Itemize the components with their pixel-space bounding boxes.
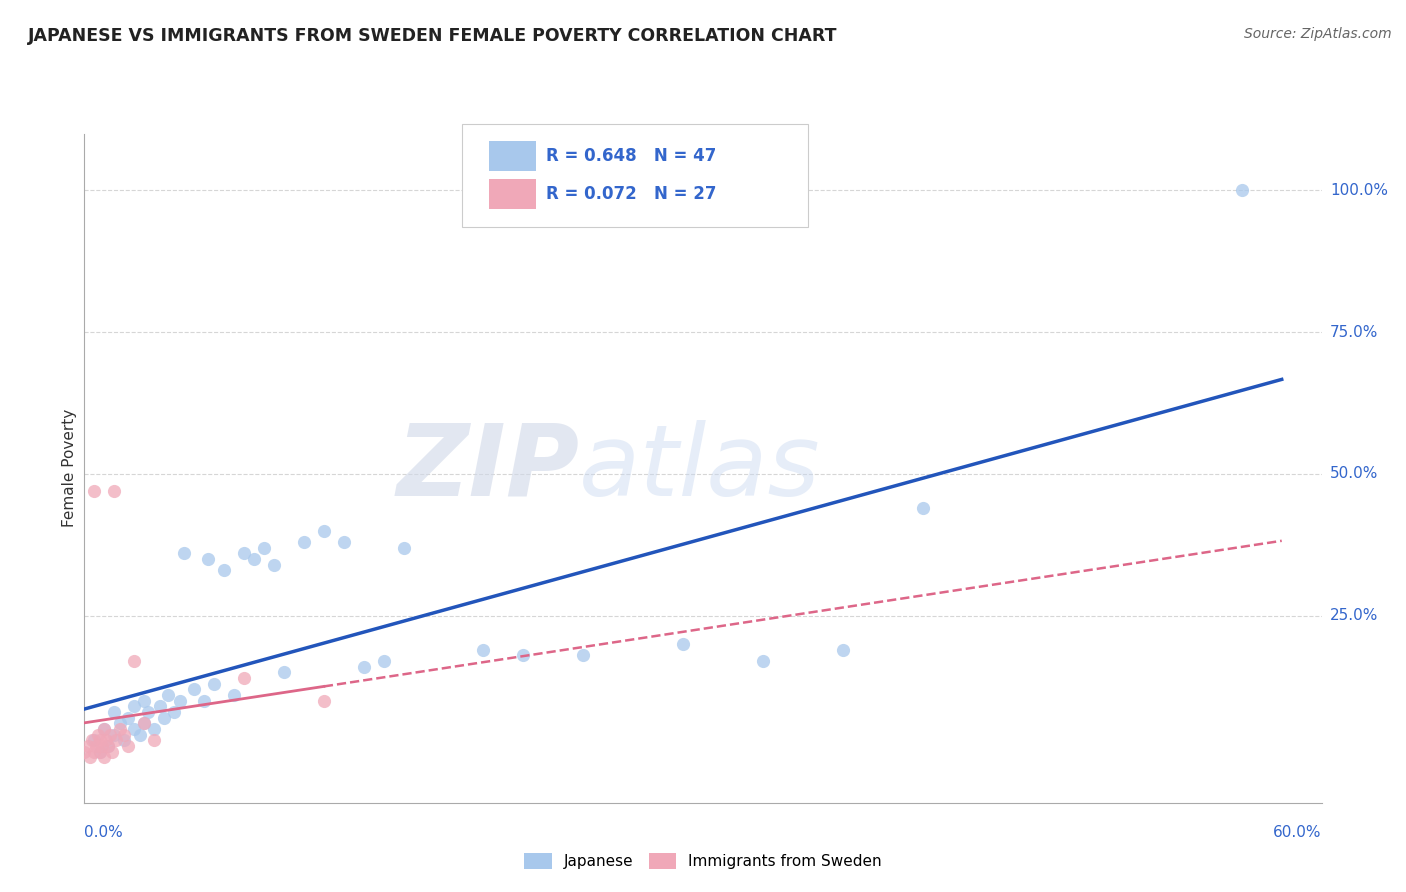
Point xyxy=(134,694,156,708)
Point xyxy=(134,716,156,731)
Point xyxy=(333,535,356,549)
Y-axis label: Female Poverty: Female Poverty xyxy=(62,409,77,527)
Point xyxy=(122,654,145,668)
Point xyxy=(87,728,110,742)
Point xyxy=(233,546,256,560)
Point xyxy=(193,694,215,708)
Text: 25.0%: 25.0% xyxy=(1330,608,1378,624)
Point xyxy=(512,648,534,663)
Point xyxy=(103,728,125,742)
Point xyxy=(163,705,186,719)
Point xyxy=(1230,184,1253,198)
Point xyxy=(110,716,132,731)
Text: JAPANESE VS IMMIGRANTS FROM SWEDEN FEMALE POVERTY CORRELATION CHART: JAPANESE VS IMMIGRANTS FROM SWEDEN FEMAL… xyxy=(28,27,838,45)
Point xyxy=(89,745,111,759)
Text: atlas: atlas xyxy=(579,420,821,516)
Point xyxy=(89,745,111,759)
Point xyxy=(93,722,115,736)
Point xyxy=(202,677,225,691)
Point xyxy=(253,541,276,555)
Point xyxy=(143,733,166,747)
Point xyxy=(153,711,176,725)
Point xyxy=(312,694,335,708)
Point xyxy=(353,659,375,673)
FancyBboxPatch shape xyxy=(489,141,536,170)
Point xyxy=(752,654,775,668)
Point xyxy=(672,637,695,651)
Point xyxy=(103,705,125,719)
Text: 0.0%: 0.0% xyxy=(84,825,124,840)
Point xyxy=(273,665,295,680)
Point xyxy=(472,642,495,657)
Point xyxy=(105,733,128,747)
Point xyxy=(263,558,285,572)
Point xyxy=(134,716,156,731)
Text: Source: ZipAtlas.com: Source: ZipAtlas.com xyxy=(1244,27,1392,41)
Text: 60.0%: 60.0% xyxy=(1274,825,1322,840)
Point xyxy=(183,682,205,697)
Point xyxy=(112,728,135,742)
Point xyxy=(292,535,315,549)
Point xyxy=(79,750,101,764)
Point xyxy=(122,722,145,736)
Point xyxy=(157,688,180,702)
Point xyxy=(831,642,853,657)
Point xyxy=(173,546,195,560)
Point xyxy=(77,739,100,753)
Point xyxy=(129,728,152,742)
Legend: Japanese, Immigrants from Sweden: Japanese, Immigrants from Sweden xyxy=(517,847,889,875)
Point xyxy=(911,500,934,515)
Point xyxy=(572,648,595,663)
Point xyxy=(86,739,108,753)
Text: ZIP: ZIP xyxy=(396,420,579,516)
Point xyxy=(83,733,105,747)
Point xyxy=(98,728,121,742)
Text: R = 0.072   N = 27: R = 0.072 N = 27 xyxy=(546,185,717,203)
Point xyxy=(97,739,120,753)
Point xyxy=(110,722,132,736)
Point xyxy=(136,705,159,719)
Point xyxy=(233,671,256,685)
Point xyxy=(117,739,139,753)
Point xyxy=(93,750,115,764)
Point xyxy=(212,563,235,577)
Text: R = 0.648   N = 47: R = 0.648 N = 47 xyxy=(546,147,716,165)
Point xyxy=(169,694,191,708)
Point xyxy=(89,733,111,747)
Point xyxy=(312,524,335,538)
Point xyxy=(122,699,145,714)
Point xyxy=(91,739,114,753)
Text: 50.0%: 50.0% xyxy=(1330,467,1378,482)
Point xyxy=(101,745,124,759)
FancyBboxPatch shape xyxy=(461,124,808,227)
Point xyxy=(93,722,115,736)
Point xyxy=(83,483,105,498)
Point xyxy=(143,722,166,736)
Point xyxy=(96,733,118,747)
Text: 75.0%: 75.0% xyxy=(1330,325,1378,340)
Text: 100.0%: 100.0% xyxy=(1330,183,1388,198)
Point xyxy=(112,733,135,747)
Point xyxy=(117,711,139,725)
Point xyxy=(103,483,125,498)
Point xyxy=(243,552,266,566)
Point xyxy=(373,654,395,668)
Point xyxy=(97,739,120,753)
Point xyxy=(222,688,245,702)
Point xyxy=(73,745,96,759)
Point xyxy=(149,699,172,714)
Point xyxy=(197,552,219,566)
Point xyxy=(83,745,105,759)
Point xyxy=(392,541,415,555)
Point xyxy=(82,733,104,747)
FancyBboxPatch shape xyxy=(489,179,536,209)
